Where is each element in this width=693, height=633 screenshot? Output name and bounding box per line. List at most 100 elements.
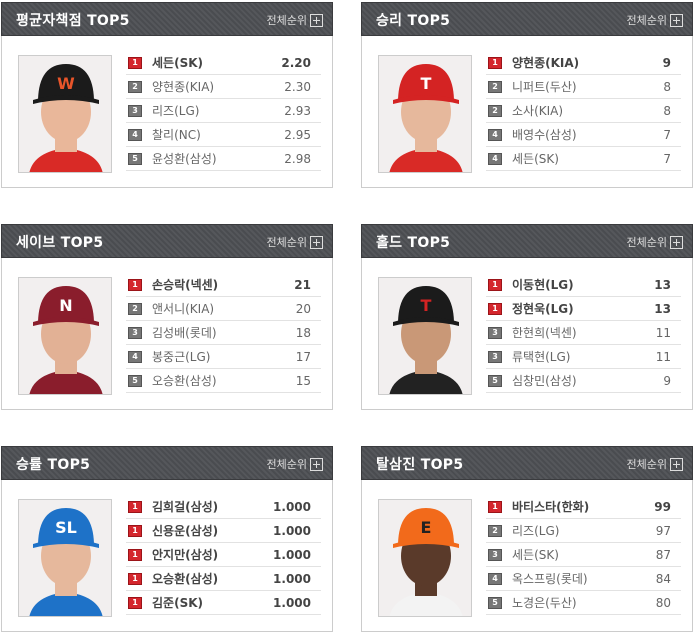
panel: 승리 TOP5 전체순위 T 1 양현종(KIA) 9 2 니퍼트(두산) 8 … [361,2,693,188]
player-photo: T [378,277,472,395]
rank-badge: 1 [128,278,142,291]
plus-icon [310,13,323,27]
panel-title: 승률 TOP5 [16,457,91,473]
ranking-row[interactable]: 5 노경은(두산) 80 [486,591,681,615]
player-name[interactable]: 리즈(LG) [152,104,200,118]
rank-badge: 2 [128,80,142,93]
ranking-row[interactable]: 1 안지만(삼성) 1.000 [126,543,321,567]
player-photo: E [378,499,472,617]
stat-value: 18 [295,325,311,340]
ranking-row[interactable]: 4 찰리(NC) 2.95 [126,123,321,147]
stat-value: 1.000 [273,499,311,514]
stat-value: 11 [655,325,671,340]
full-ranking-link[interactable]: 전체순위 [627,456,683,472]
rank-badge: 5 [128,152,142,165]
ranking-list: 1 세든(SK) 2.20 2 양현종(KIA) 2.30 3 리즈(LG) 2… [126,51,321,171]
player-name[interactable]: 한현희(넥센) [512,326,577,340]
ranking-row[interactable]: 5 심창민(삼성) 9 [486,369,681,393]
rank-badge: 5 [488,596,502,609]
player-name[interactable]: 김희걸(삼성) [152,500,219,514]
player-name[interactable]: 소사(KIA) [512,104,564,118]
player-name[interactable]: 심창민(삼성) [512,374,577,388]
panel-title: 탈삼진 TOP5 [376,457,464,473]
ranking-row[interactable]: 1 바티스타(한화) 99 [486,495,681,519]
player-name[interactable]: 손승락(넥센) [152,278,219,292]
full-ranking-label: 전체순위 [626,14,667,27]
ranking-row[interactable]: 2 앤서니(KIA) 20 [126,297,321,321]
ranking-row[interactable]: 3 세든(SK) 87 [486,543,681,567]
player-name[interactable]: 김준(SK) [152,596,203,610]
stat-value: 9 [662,55,671,70]
player-name[interactable]: 옥스프링(롯데) [512,572,588,586]
ranking-row[interactable]: 1 손승락(넥센) 21 [126,273,321,297]
player-name[interactable]: 양현종(KIA) [152,80,215,94]
ranking-row[interactable]: 1 세든(SK) 2.20 [126,51,321,75]
player-name[interactable]: 안지만(삼성) [152,548,219,562]
rank-badge: 1 [128,500,142,513]
full-ranking-label: 전체순위 [626,458,667,471]
rank-badge: 1 [128,596,142,609]
player-name[interactable]: 바티스타(한화) [512,500,590,514]
stat-value: 2.30 [284,79,311,94]
ranking-row[interactable]: 2 니퍼트(두산) 8 [486,75,681,99]
ranking-row[interactable]: 1 이동현(LG) 13 [486,273,681,297]
full-ranking-link[interactable]: 전체순위 [267,12,323,28]
rank-badge: 3 [488,326,502,339]
ranking-row[interactable]: 5 윤성환(삼성) 2.98 [126,147,321,171]
player-name[interactable]: 노경은(두산) [512,596,577,610]
player-name[interactable]: 정현욱(LG) [512,302,574,316]
player-name[interactable]: 니퍼트(두산) [512,80,577,94]
ranking-row[interactable]: 3 류택현(LG) 11 [486,345,681,369]
player-name[interactable]: 찰리(NC) [152,128,201,142]
ranking-row[interactable]: 4 배영수(삼성) 7 [486,123,681,147]
ranking-row[interactable]: 4 세든(SK) 7 [486,147,681,171]
full-ranking-link[interactable]: 전체순위 [267,456,323,472]
ranking-row[interactable]: 5 오승환(삼성) 15 [126,369,321,393]
ranking-row[interactable]: 4 봉중근(LG) 17 [126,345,321,369]
player-name[interactable]: 신용운(삼성) [152,524,219,538]
panel-header: 홀드 TOP5 전체순위 [361,224,693,258]
ranking-row[interactable]: 1 김희걸(삼성) 1.000 [126,495,321,519]
ranking-row[interactable]: 4 옥스프링(롯데) 84 [486,567,681,591]
full-ranking-link[interactable]: 전체순위 [267,234,323,250]
stat-value: 1.000 [273,523,311,538]
player-name[interactable]: 김성배(롯데) [152,326,217,340]
player-name[interactable]: 류택현(LG) [512,350,571,364]
ranking-row[interactable]: 1 오승환(삼성) 1.000 [126,567,321,591]
player-name[interactable]: 세든(SK) [152,56,203,70]
ranking-row[interactable]: 3 김성배(롯데) 18 [126,321,321,345]
full-ranking-link[interactable]: 전체순위 [627,234,683,250]
ranking-row[interactable]: 2 양현종(KIA) 2.30 [126,75,321,99]
player-name[interactable]: 세든(SK) [512,548,559,562]
ranking-row[interactable]: 2 리즈(LG) 97 [486,519,681,543]
ranking-row[interactable]: 1 양현종(KIA) 9 [486,51,681,75]
stat-value: 7 [663,127,671,142]
ranking-row[interactable]: 3 리즈(LG) 2.93 [126,99,321,123]
player-name[interactable]: 리즈(LG) [512,524,560,538]
player-name[interactable]: 앤서니(KIA) [152,302,215,316]
ranking-row[interactable]: 1 정현욱(LG) 13 [486,297,681,321]
player-name[interactable]: 오승환(삼성) [152,572,219,586]
ranking-list: 1 김희걸(삼성) 1.000 1 신용운(삼성) 1.000 1 안지만(삼성… [126,495,321,615]
player-name[interactable]: 오승환(삼성) [152,374,217,388]
panel: 탈삼진 TOP5 전체순위 E 1 바티스타(한화) 99 2 리즈(LG) 9… [361,446,693,632]
ranking-row[interactable]: 2 소사(KIA) 8 [486,99,681,123]
panel-header: 평균자책점 TOP5 전체순위 [1,2,333,36]
player-name[interactable]: 세든(SK) [512,152,559,166]
player-name[interactable]: 배영수(삼성) [512,128,577,142]
player-name[interactable]: 봉중근(LG) [152,350,211,364]
plus-icon [670,457,683,471]
rank-badge: 4 [128,350,142,363]
stat-value: 2.98 [284,151,311,166]
rank-badge: 5 [488,374,502,387]
ranking-row[interactable]: 1 신용운(삼성) 1.000 [126,519,321,543]
player-name[interactable]: 윤성환(삼성) [152,152,217,166]
plus-icon [670,235,683,249]
player-name[interactable]: 이동현(LG) [512,278,574,292]
panel-header: 탈삼진 TOP5 전체순위 [361,446,693,480]
ranking-row[interactable]: 3 한현희(넥센) 11 [486,321,681,345]
full-ranking-link[interactable]: 전체순위 [627,12,683,28]
ranking-row[interactable]: 1 김준(SK) 1.000 [126,591,321,615]
player-name[interactable]: 양현종(KIA) [512,56,580,70]
rank-badge: 4 [128,128,142,141]
